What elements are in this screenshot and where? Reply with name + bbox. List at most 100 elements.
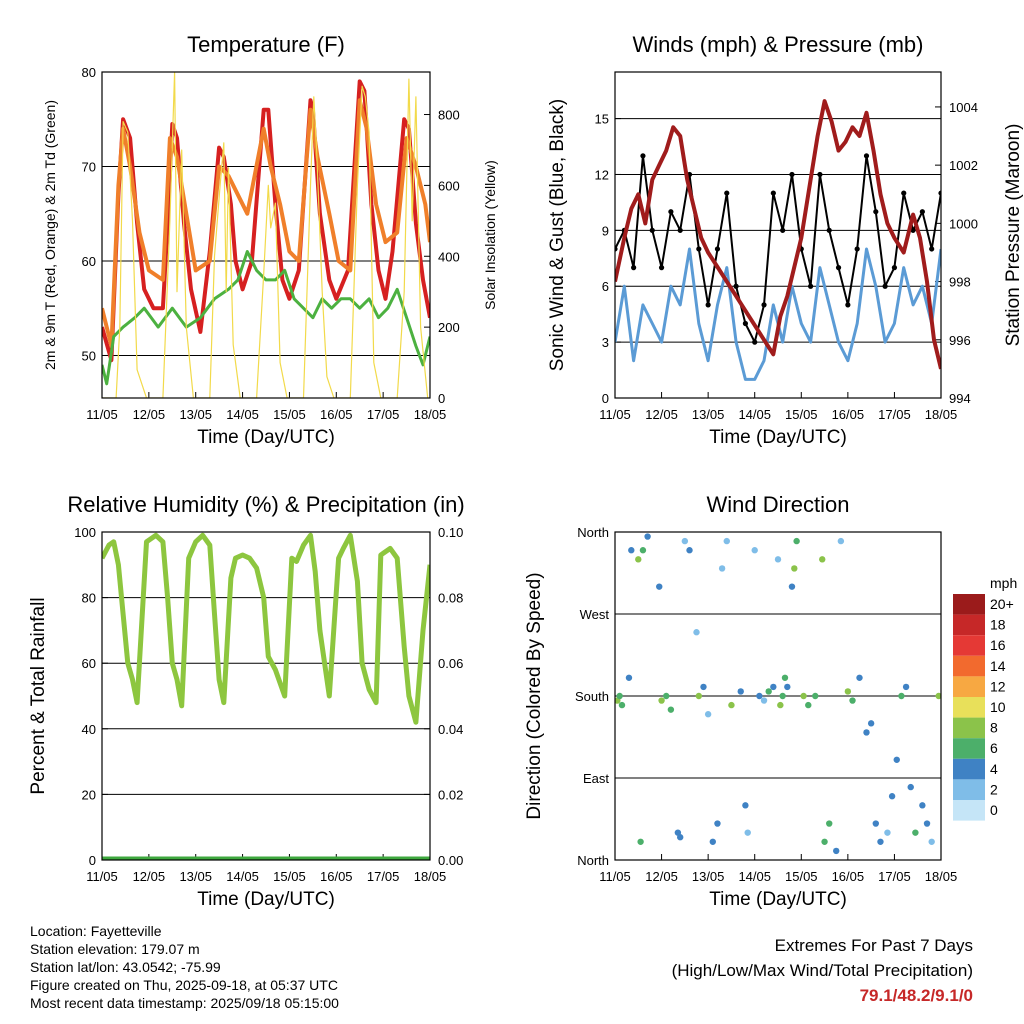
direction-point [656, 583, 663, 590]
direction-point [805, 701, 812, 709]
direction-point [821, 838, 828, 845]
y-tick-label: North [577, 853, 609, 868]
latlon-text: Station lat/lon: 43.0542; -75.99 [30, 959, 221, 975]
direction-point [791, 565, 798, 572]
y-axis-label-right: Station Pressure (Maroon) [1003, 124, 1024, 347]
direction-point [677, 834, 684, 841]
direction-point [618, 701, 626, 709]
extremes-box: Extremes For Past 7 Days (High/Low/Max W… [672, 933, 973, 1008]
gust-point [808, 283, 814, 289]
legend-swatch [953, 717, 985, 739]
direction-point [765, 688, 772, 695]
x-tick-label: 12/05 [133, 407, 166, 422]
direction-point [616, 692, 623, 700]
series-line-temp9m [102, 98, 430, 348]
y-tick-label: South [575, 689, 609, 704]
series-line-dew [102, 250, 430, 386]
direction-point [893, 756, 900, 763]
gust-point [705, 302, 711, 308]
direction-point [923, 820, 931, 827]
gust-point [938, 190, 941, 196]
direction-point [781, 674, 789, 681]
legend-label: 18 [990, 617, 1006, 633]
direction-point [681, 537, 689, 545]
gust-point [910, 227, 916, 233]
direction-point [800, 692, 807, 700]
direction-point [788, 583, 796, 590]
direction-point [784, 683, 791, 691]
gust-point [714, 246, 721, 252]
y-tick-label: 12 [595, 167, 609, 182]
direction-point [723, 537, 730, 545]
series-line-solar [102, 72, 430, 398]
y-tick-label-right: 600 [438, 178, 460, 193]
y-tick-label-right: 0 [438, 391, 445, 406]
direction-point [877, 838, 884, 845]
x-tick-label: 18/05 [925, 869, 958, 884]
gust-point [780, 227, 786, 233]
legend-label: 16 [990, 637, 1006, 653]
x-tick-label: 13/05 [179, 407, 212, 422]
y-tick-label: East [583, 771, 609, 786]
legend-swatch [953, 779, 985, 800]
x-tick-label: 18/05 [414, 869, 447, 884]
gust-point [817, 171, 823, 178]
elevation-text: Station elevation: 179.07 m [30, 941, 200, 957]
x-tick-label: 16/05 [320, 869, 353, 884]
direction-point [856, 674, 863, 681]
direction-point [867, 720, 875, 727]
series-line-gust [615, 154, 941, 344]
direction-point [898, 692, 905, 700]
x-axis-label: Time (Day/UTC) [197, 889, 335, 910]
direction-point [902, 683, 910, 691]
y-tick-label-right: 0.00 [438, 853, 463, 868]
x-tick-label: 17/05 [367, 869, 400, 884]
x-tick-label: 15/05 [785, 869, 818, 884]
legend-swatch [953, 800, 985, 821]
y-tick-label: 15 [595, 112, 609, 127]
legend-label: 14 [990, 658, 1006, 674]
direction-point [704, 711, 712, 718]
y-axis-label: Percent & Total Rainfall [28, 597, 49, 794]
y-tick-label: 20 [82, 787, 96, 802]
x-tick-label: 14/05 [226, 407, 259, 422]
series-group [615, 533, 941, 855]
extremes-subtitle: (High/Low/Max Wind/Total Precipitation) [671, 961, 973, 980]
x-tick-label: 18/05 [414, 407, 447, 422]
direction-point [728, 701, 735, 709]
y-tick-label: 60 [82, 254, 96, 269]
y-tick-label: 60 [82, 656, 96, 671]
direction-point [907, 783, 914, 791]
gust-point [929, 246, 935, 252]
series-group [615, 99, 941, 381]
direction-point [658, 697, 665, 704]
x-tick-label: 18/05 [925, 407, 958, 422]
y-tick-label-right: 0.04 [438, 722, 463, 737]
legend-label: 12 [990, 678, 1006, 694]
y-tick-label-right: 0.02 [438, 787, 463, 802]
gust-point [615, 246, 618, 252]
direction-point [774, 556, 782, 563]
legend-swatch [953, 738, 985, 759]
direction-point [837, 537, 845, 545]
y-axis-label-right: Solar Insolation (Yellow) [482, 160, 498, 310]
y-tick-label-right: 0.08 [438, 591, 463, 606]
y-tick-label: 70 [82, 159, 96, 174]
y-tick-label: 80 [82, 65, 96, 80]
recent-data-text: Most recent data timestamp: 2025/09/18 0… [30, 995, 339, 1011]
direction-point [770, 683, 777, 691]
direction-point [919, 802, 926, 809]
series-group [102, 532, 430, 860]
y-tick-label-right: 400 [438, 249, 460, 264]
gust-point [770, 190, 776, 196]
direction-point [826, 820, 833, 827]
gust-point [631, 265, 637, 271]
direction-point [637, 838, 644, 845]
y-tick-label-right: 998 [949, 275, 971, 290]
y-tick-label-right: 1000 [949, 216, 978, 231]
x-tick-label: 12/05 [645, 407, 678, 422]
direction-point [639, 547, 647, 554]
gust-point [724, 190, 730, 196]
direction-point [744, 829, 751, 836]
